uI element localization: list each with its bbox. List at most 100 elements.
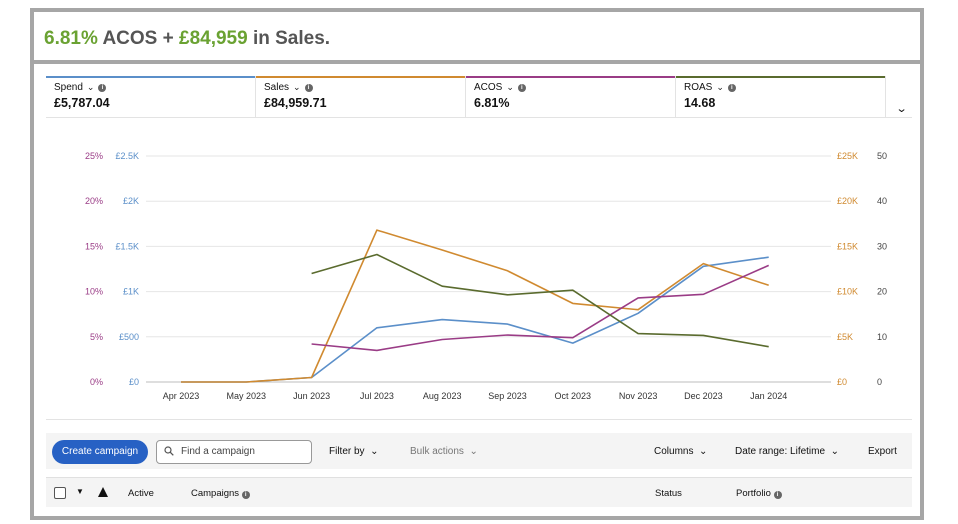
headline-sales-value: £84,959 xyxy=(179,28,248,49)
metric-spend-label-row: Spend ⌄ i xyxy=(54,82,255,93)
metric-roas[interactable]: ROAS ⌄ i 14.68 xyxy=(676,76,886,118)
metric-acos-label: ACOS xyxy=(474,82,503,93)
info-icon[interactable]: i xyxy=(98,83,107,92)
sales-axis-tick-label: £25K xyxy=(837,151,858,161)
info-icon: i xyxy=(241,491,250,499)
x-axis-tick-label: May 2023 xyxy=(227,391,267,401)
x-axis-tick-label: Jan 2024 xyxy=(750,391,787,401)
info-icon[interactable]: i xyxy=(727,83,736,92)
acos-axis-tick-label: 20% xyxy=(85,196,103,206)
x-axis-tick-label: Jun 2023 xyxy=(293,391,330,401)
x-axis-tick-label: Sep 2023 xyxy=(488,391,527,401)
metric-roas-label: ROAS xyxy=(684,82,713,93)
metric-acos-bar xyxy=(466,76,675,78)
performance-chart: 0% £0 £0 0 5% £500 £5K 10 10% £1K £10K 20 15% £1.5K £1… xyxy=(85,151,887,401)
x-axis-tick-label: Dec 2023 xyxy=(684,391,723,401)
metric-roas-label-row: ROAS ⌄ i xyxy=(684,82,885,93)
info-icon[interactable]: i xyxy=(304,83,313,92)
column-campaigns[interactable]: Campaigns i xyxy=(191,488,250,499)
roas-axis-tick-label: 20 xyxy=(877,287,887,297)
warning-icon xyxy=(98,487,108,497)
select-all-checkbox[interactable] xyxy=(54,487,66,499)
export-button[interactable]: Export xyxy=(868,446,897,457)
expand-metrics-chevron-icon[interactable]: ⌄ xyxy=(895,103,908,115)
date-range-dropdown[interactable]: Date range: Lifetime ⌄ xyxy=(735,446,839,457)
spend-axis-tick-label: £1K xyxy=(123,287,139,297)
section-divider xyxy=(46,419,912,420)
metrics-row: Spend ⌄ i £5,787.04 Sales ⌄ i £84,959.71 xyxy=(46,76,912,118)
series-line-sales xyxy=(181,229,769,383)
search-placeholder: Find a campaign xyxy=(181,446,255,457)
x-axis-tick-label: Jul 2023 xyxy=(360,391,394,401)
metric-acos-label-row: ACOS ⌄ i xyxy=(474,82,675,93)
roas-axis-tick-label: 30 xyxy=(877,241,887,251)
campaign-toolbar: Create campaign Find a campaign Filter b… xyxy=(46,433,912,469)
series-line-acos xyxy=(311,264,770,352)
acos-axis-tick-label: 0% xyxy=(90,377,103,387)
columns-dropdown[interactable]: Columns ⌄ xyxy=(654,446,707,457)
roas-axis-tick-label: 10 xyxy=(877,332,887,342)
metric-spend-value: £5,787.04 xyxy=(54,96,110,110)
column-active[interactable]: Active xyxy=(128,488,154,499)
x-axis-tick-label: Oct 2023 xyxy=(555,391,592,401)
bulk-actions-dropdown[interactable]: Bulk actions ⌄ xyxy=(410,446,478,457)
series-line-roas xyxy=(311,253,769,348)
acos-axis-tick-label: 5% xyxy=(90,332,103,342)
info-icon: i xyxy=(773,491,782,499)
metric-spend-bar xyxy=(46,76,255,78)
column-campaigns-label: Campaigns xyxy=(191,488,240,499)
chevron-down-icon[interactable]: ⌄ xyxy=(86,82,95,92)
search-icon xyxy=(164,446,174,456)
create-campaign-button[interactable]: Create campaign xyxy=(52,440,148,464)
acos-axis-tick-label: 10% xyxy=(85,287,103,297)
metric-roas-value: 14.68 xyxy=(684,96,716,110)
metric-acos[interactable]: ACOS ⌄ i 6.81% xyxy=(466,76,676,118)
campaign-panel: Spend ⌄ i £5,787.04 Sales ⌄ i £84,959.71 xyxy=(34,64,920,516)
spend-axis-tick-label: £500 xyxy=(119,332,139,342)
chevron-down-icon[interactable]: ⌄ xyxy=(716,82,724,92)
sales-axis-tick-label: £15K xyxy=(837,241,858,251)
x-axis-tick-label: Nov 2023 xyxy=(619,391,658,401)
metric-sales-label-row: Sales ⌄ i xyxy=(264,82,465,93)
series-line-spend xyxy=(181,256,769,383)
acos-axis-tick-label: 25% xyxy=(85,151,103,161)
spend-axis-tick-label: £0 xyxy=(129,377,139,387)
sales-axis-tick-label: £10K xyxy=(837,287,858,297)
screenshot-frame: 6.81% ACOS + £84,959 in Sales. Spend ⌄ i… xyxy=(30,8,924,520)
headline-box: 6.81% ACOS + £84,959 in Sales. xyxy=(34,12,920,60)
metric-roas-bar xyxy=(676,76,885,78)
spend-axis-tick-label: £1.5K xyxy=(115,241,139,251)
sales-axis-tick-label: £20K xyxy=(837,196,858,206)
roas-axis-tick-label: 50 xyxy=(877,151,887,161)
acos-axis-tick-label: 15% xyxy=(85,241,103,251)
sales-axis-tick-label: £5K xyxy=(837,332,853,342)
metric-acos-value: 6.81% xyxy=(474,96,510,110)
headline-sales-text: in Sales. xyxy=(247,28,331,49)
chevron-down-icon: ⌄ xyxy=(827,446,840,457)
x-axis-tick-label: Aug 2023 xyxy=(423,391,462,401)
columns-label: Columns xyxy=(654,446,694,457)
chevron-down-icon[interactable]: ▼ xyxy=(76,487,84,496)
headline: 6.81% ACOS + £84,959 in Sales. xyxy=(44,28,330,50)
metric-spend[interactable]: Spend ⌄ i £5,787.04 xyxy=(46,76,256,118)
bulk-actions-label: Bulk actions xyxy=(410,446,464,457)
chevron-down-icon: ⌄ xyxy=(696,446,708,457)
headline-acos-value: 6.81% xyxy=(44,28,98,49)
search-input[interactable]: Find a campaign xyxy=(156,440,312,464)
column-portfolio[interactable]: Portfolio i xyxy=(736,488,782,499)
spend-axis-tick-label: £2.5K xyxy=(115,151,139,161)
table-header: ▼ Active Campaigns i Status Portfolio i xyxy=(46,477,912,507)
roas-axis-tick-label: 0 xyxy=(877,377,882,387)
info-icon[interactable]: i xyxy=(517,83,526,92)
chevron-down-icon[interactable]: ⌄ xyxy=(293,82,301,92)
column-status[interactable]: Status xyxy=(655,488,682,499)
roas-axis-tick-label: 40 xyxy=(877,196,887,206)
filter-by-dropdown[interactable]: Filter by ⌄ xyxy=(329,446,379,457)
x-axis-tick-label: Apr 2023 xyxy=(163,391,200,401)
metric-sales-label: Sales xyxy=(264,82,290,93)
date-range-label: Date range: Lifetime xyxy=(735,446,826,457)
metric-sales[interactable]: Sales ⌄ i £84,959.71 xyxy=(256,76,466,118)
metric-sales-bar xyxy=(256,76,465,78)
sales-axis-tick-label: £0 xyxy=(837,377,847,387)
chevron-down-icon[interactable]: ⌄ xyxy=(506,82,514,92)
